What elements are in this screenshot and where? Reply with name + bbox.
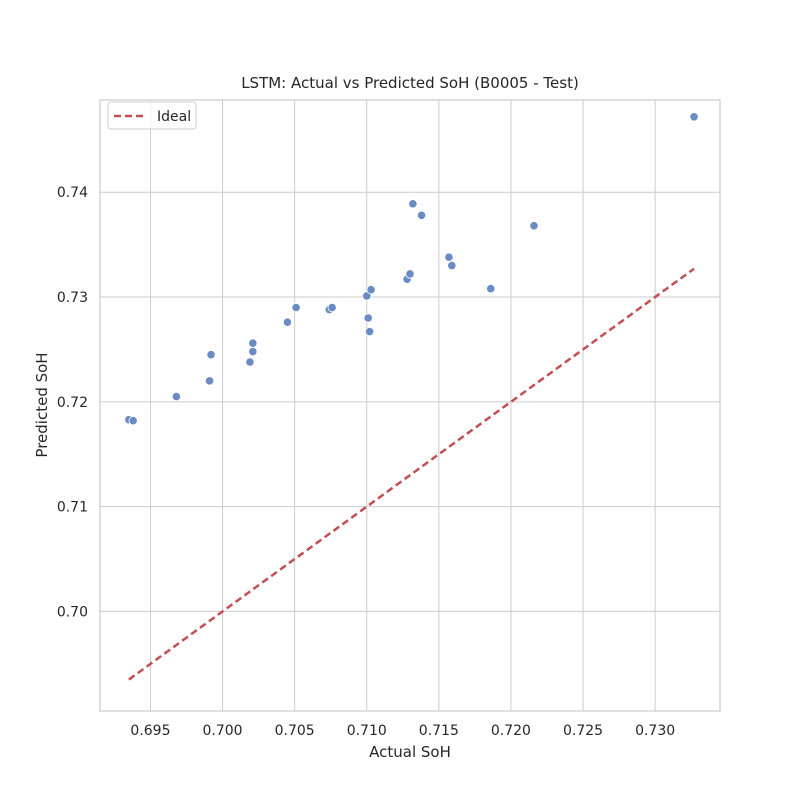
data-point — [366, 285, 376, 295]
data-point — [447, 260, 457, 271]
y-tick-label: 0.72 — [57, 395, 88, 411]
data-point — [689, 112, 699, 122]
y-tick-labels: 0.70 0.71 0.72 0.73 0.74 — [57, 185, 88, 620]
data-point — [363, 313, 373, 323]
plot-marks — [124, 112, 699, 681]
x-tick-label: 0.700 — [203, 723, 243, 739]
data-point — [416, 210, 427, 220]
data-point — [486, 284, 496, 294]
legend: Ideal — [107, 101, 197, 130]
data-point — [282, 317, 293, 327]
y-tick-label: 0.73 — [57, 290, 88, 306]
legend-box — [107, 101, 197, 130]
data-point — [248, 346, 258, 357]
y-tick-label: 0.71 — [57, 500, 88, 516]
x-tick-label: 0.705 — [275, 723, 315, 739]
data-point — [206, 350, 216, 360]
x-tick-labels: 0.695 0.700 0.705 0.710 0.715 0.720 0.725 0.730 — [130, 723, 675, 739]
y-tick-label: 0.74 — [57, 185, 88, 201]
data-point — [128, 416, 138, 426]
ideal-line — [128, 267, 695, 681]
data-point — [362, 291, 372, 301]
data-point — [291, 302, 301, 313]
x-tick-label: 0.720 — [491, 723, 531, 739]
x-tick-label: 0.695 — [130, 723, 170, 739]
data-point — [248, 338, 258, 348]
x-tick-label: 0.710 — [347, 723, 387, 739]
y-axis-label: Predicted SoH — [33, 352, 51, 457]
data-point — [365, 327, 375, 337]
grid — [100, 100, 720, 711]
legend-ideal-label: Ideal — [157, 109, 191, 125]
data-point — [204, 376, 215, 386]
data-point — [327, 302, 337, 313]
x-tick-label: 0.730 — [635, 723, 675, 739]
x-tick-label: 0.715 — [419, 723, 459, 739]
data-point — [529, 221, 539, 231]
plot-frame — [99, 99, 721, 712]
data-point — [408, 199, 418, 209]
data-point — [444, 252, 454, 262]
x-tick-label: 0.725 — [563, 723, 603, 739]
y-tick-label: 0.70 — [57, 604, 88, 620]
data-point — [245, 357, 255, 367]
chart-title: LSTM: Actual vs Predicted SoH (B0005 - T… — [241, 74, 579, 92]
data-point — [405, 269, 415, 279]
x-axis-label: Actual SoH — [369, 743, 451, 761]
data-point — [171, 391, 182, 402]
